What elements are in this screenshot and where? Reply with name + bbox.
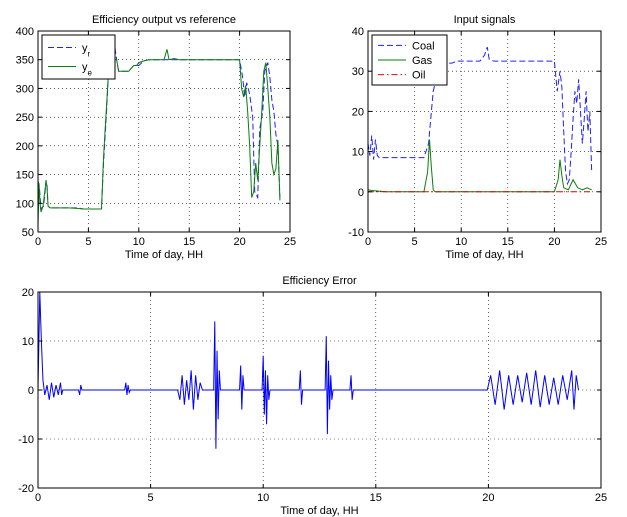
- chart-title: Efficiency Error: [282, 275, 357, 287]
- legend-subscript: r: [88, 49, 91, 58]
- series-line-y-e: [38, 49, 281, 227]
- efficiency-output-chart: 0 5 10 15 20 25 50 100 150 200 250 300 350 400 Efficie…: [16, 14, 296, 261]
- x-tick-label: 20: [548, 236, 560, 248]
- x-tick-label: 10: [455, 236, 467, 248]
- x-axis-label: Time of day, HH: [280, 505, 358, 517]
- y-tick-label: 50: [22, 227, 34, 239]
- y-tick-label: 100: [16, 198, 34, 210]
- x-tick-label: 20: [233, 236, 245, 248]
- y-tick-label: -20: [18, 483, 34, 495]
- legend-label: ye: [82, 62, 93, 78]
- y-tick-label: 10: [352, 147, 364, 159]
- x-tick-label: 15: [502, 236, 514, 248]
- x-tick-label: 5: [412, 236, 418, 248]
- x-axis-label: Time of day, HH: [445, 249, 523, 261]
- chart-title: Efficiency output vs reference: [92, 14, 236, 26]
- y-tick-label: 10: [22, 336, 34, 348]
- x-tick-label: 15: [183, 236, 195, 248]
- x-tick-label: 5: [85, 236, 91, 248]
- y-tick-label: 30: [352, 66, 364, 78]
- legend-label: Oil: [412, 70, 425, 82]
- y-tick-label: -10: [18, 434, 34, 446]
- efficiency-error-chart: 0 5 10 15 20 25 -20 -10 0 10 20 Efficiency Error Tim…: [18, 275, 607, 517]
- chart-title: Input signals: [454, 14, 516, 26]
- legend-label: Coal: [412, 40, 435, 52]
- series-line-error: [38, 292, 579, 449]
- legend-label: Gas: [412, 55, 433, 67]
- x-tick-label: 0: [35, 492, 41, 504]
- x-tick-label: 20: [482, 492, 494, 504]
- legend-box: [41, 34, 116, 80]
- y-tick-label: 200: [16, 141, 34, 153]
- y-tick-label: 40: [352, 26, 364, 38]
- series-line-y-r: [38, 45, 281, 211]
- y-tick-label: 250: [16, 112, 34, 124]
- plot-frame: [37, 30, 291, 233]
- x-tick-label: 0: [365, 236, 371, 248]
- x-axis-label: Time of day, HH: [125, 249, 203, 261]
- y-tick-label: 20: [22, 287, 34, 299]
- y-tick-label: -10: [348, 227, 364, 239]
- x-tick-label: 5: [148, 492, 154, 504]
- legend-label: yr: [82, 43, 91, 59]
- legend-subscript: e: [88, 68, 93, 77]
- y-tick-label: 0: [28, 385, 34, 397]
- y-tick-label: 150: [16, 170, 34, 182]
- y-tick-label: 300: [16, 83, 34, 95]
- x-tick-label: 15: [370, 492, 382, 504]
- x-tick-label: 10: [257, 492, 269, 504]
- y-tick-label: 350: [16, 55, 34, 67]
- x-tick-label: 25: [284, 236, 296, 248]
- plot-frame: [367, 30, 602, 233]
- x-tick-label: 0: [35, 236, 41, 248]
- y-tick-label: 400: [16, 26, 34, 38]
- x-tick-label: 25: [595, 492, 607, 504]
- x-tick-label: 10: [133, 236, 145, 248]
- y-tick-label: 20: [352, 106, 364, 118]
- x-tick-label: 25: [595, 236, 607, 248]
- y-tick-label: 0: [358, 187, 364, 199]
